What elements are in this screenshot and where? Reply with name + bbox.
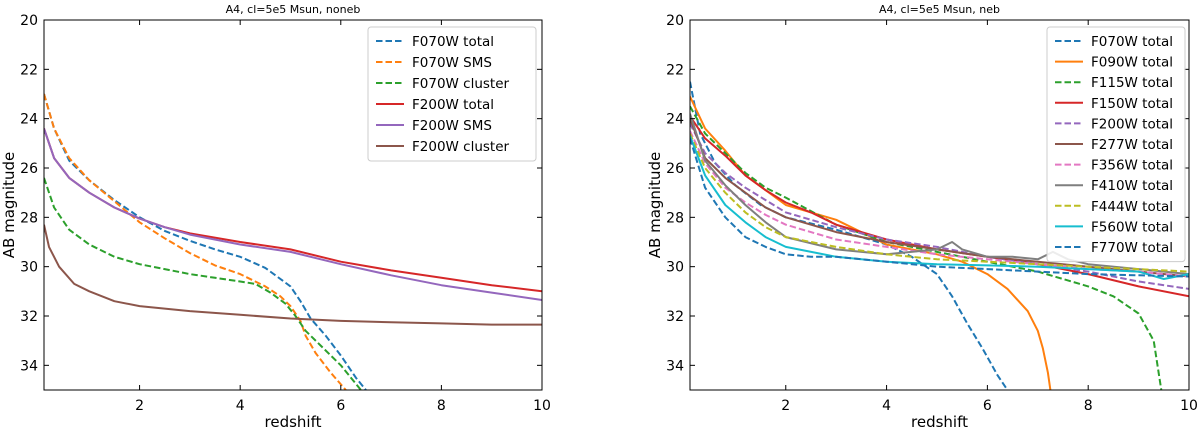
x-tick-label: 2 <box>781 398 790 414</box>
y-tick-label: 20 <box>666 13 684 29</box>
legend-label: F200W cluster <box>412 139 510 155</box>
y-tick-label: 22 <box>20 62 38 78</box>
legend-label: F410W total <box>1091 178 1173 194</box>
y-tick-label: 24 <box>20 112 38 128</box>
series-line-f070w-total <box>44 93 367 390</box>
legend-label: F070W total <box>412 34 494 50</box>
legend-label: F150W total <box>1091 96 1173 112</box>
legend-label: F200W total <box>412 97 494 113</box>
legend-box <box>367 26 537 162</box>
y-tick-label: 20 <box>20 13 38 29</box>
x-tick-label: 10 <box>1180 398 1198 414</box>
legend: F070W total F070W SMS F070W cluster F200W t… <box>367 26 537 162</box>
legend-label: F444W total <box>1091 199 1173 215</box>
legend-label: F090W total <box>1091 55 1173 71</box>
legend-label: F200W SMS <box>412 118 492 134</box>
y-tick-label: 34 <box>20 358 38 374</box>
series-line-f770w-total <box>690 138 1189 278</box>
y-axis-label: AB magnitude <box>646 152 664 258</box>
x-tick-label: 6 <box>983 398 992 414</box>
y-tick-label: 26 <box>666 161 684 177</box>
series-line-f070w-total <box>690 81 1009 390</box>
series-line-f070w-sms <box>44 93 347 390</box>
x-tick-label: 4 <box>236 398 245 414</box>
x-tick-label: 10 <box>533 398 551 414</box>
y-tick-label: 32 <box>666 309 684 325</box>
x-tick-label: 8 <box>1084 398 1093 414</box>
plot-frame <box>43 19 543 391</box>
y-tick-label: 22 <box>666 62 684 78</box>
series-line-f200w-total <box>690 123 1189 290</box>
x-tick-label: 8 <box>437 398 446 414</box>
y-tick-label: 28 <box>666 210 684 226</box>
x-tick-label: 6 <box>336 398 345 414</box>
legend-label: F115W total <box>1091 75 1173 91</box>
chart-title: A4, cl=5e5 Msun, neb <box>879 3 1000 16</box>
legend-box <box>1046 26 1186 263</box>
series-line-f444w-total <box>690 133 1189 273</box>
x-axis-label: redshift <box>265 413 322 430</box>
legend-label: F356W total <box>1091 158 1173 174</box>
x-axis-label: redshift <box>911 413 968 430</box>
legend-label: F070W cluster <box>412 76 510 92</box>
legend-label: F560W total <box>1091 219 1173 235</box>
legend-label: F070W total <box>1091 34 1173 50</box>
series-line-f200w-sms <box>44 128 542 301</box>
y-tick-label: 24 <box>666 112 684 128</box>
series-line-f070w-cluster <box>44 177 362 390</box>
series-line-f356w-total <box>690 130 1189 278</box>
series-line-f090w-total <box>690 96 1052 390</box>
series-line-f200w-cluster <box>44 224 542 326</box>
legend-label: F277W total <box>1091 137 1173 153</box>
legend-label: F770W total <box>1091 240 1173 256</box>
y-tick-label: 28 <box>20 210 38 226</box>
legend-label: F200W total <box>1091 116 1173 132</box>
chart-title: A4, cl=5e5 Msun, noneb <box>226 3 361 16</box>
y-tick-label: 26 <box>20 161 38 177</box>
y-tick-label: 30 <box>20 260 38 276</box>
series-line-f150w-total <box>690 115 1189 298</box>
legend-label: F070W SMS <box>412 55 492 71</box>
y-tick-label: 34 <box>666 358 684 374</box>
y-tick-label: 32 <box>20 309 38 325</box>
series-line-f115w-total <box>690 105 1163 390</box>
y-tick-label: 30 <box>666 260 684 276</box>
plot-frame <box>689 19 1190 391</box>
y-axis-label: AB magnitude <box>0 152 18 258</box>
legend: F070W total F090W total F115W total F150W t… <box>1046 26 1186 263</box>
x-tick-label: 4 <box>882 398 891 414</box>
x-tick-label: 2 <box>135 398 144 414</box>
